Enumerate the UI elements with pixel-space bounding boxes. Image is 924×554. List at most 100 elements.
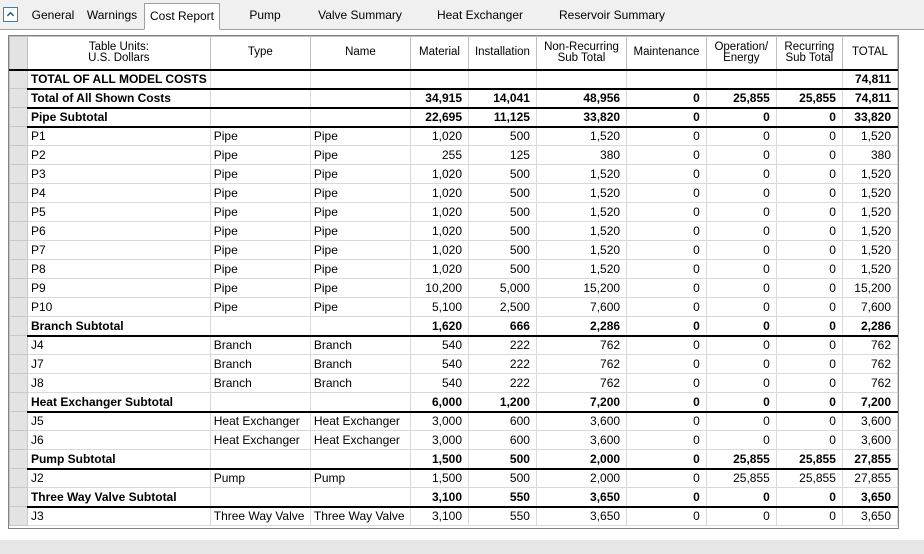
table-row[interactable]: J7 Branch Branch 540 222 762 0 0 0 762 xyxy=(9,354,898,374)
row-selector[interactable] xyxy=(9,506,28,526)
tab-valve-summary[interactable]: Valve Summary xyxy=(318,8,402,22)
table-row[interactable]: J8 Branch Branch 540 222 762 0 0 0 762 xyxy=(9,373,898,393)
table-row[interactable]: J2 Pump Pump 1,500 500 2,000 0 25,855 25,855 27,8… xyxy=(9,468,898,488)
row-selector[interactable] xyxy=(9,107,28,127)
cell-installation: 1,200 xyxy=(468,392,537,413)
table-row[interactable]: P3 Pipe Pipe 1,020 500 1,520 0 0 0 1,520 xyxy=(9,164,898,184)
row-selector[interactable] xyxy=(9,69,28,89)
cell-installation: 500 xyxy=(468,468,537,488)
grand-total-row[interactable]: TOTAL OF ALL MODEL COSTS 74,811 xyxy=(9,68,898,90)
cell-total: 1,520 xyxy=(841,240,898,260)
cell-recurring-subtotal: 0 xyxy=(775,335,843,355)
cell-units: TOTAL OF ALL MODEL COSTS xyxy=(26,68,211,90)
column-header-type[interactable]: Type xyxy=(209,36,311,71)
row-selector[interactable] xyxy=(9,221,28,241)
horizontal-scrollbar[interactable] xyxy=(0,540,924,554)
table-row[interactable]: P1 Pipe Pipe 1,020 500 1,520 0 0 0 1,520 xyxy=(9,126,898,146)
table-row[interactable]: J6 Heat Exchanger Heat Exchanger 3,000 600 3,… xyxy=(9,430,898,450)
table-row[interactable]: P10 Pipe Pipe 5,100 2,500 7,600 0 0 0 7,600 xyxy=(9,297,898,317)
table-row[interactable]: J4 Branch Branch 540 222 762 0 0 0 762 xyxy=(9,335,898,355)
cell-operation-energy: 0 xyxy=(705,430,777,450)
tab-reservoir-summary[interactable]: Reservoir Summary xyxy=(558,8,666,22)
cell-recurring-subtotal: 0 xyxy=(775,316,843,337)
cell-non-recurring-subtotal: 762 xyxy=(535,335,628,355)
cell-type: Pipe xyxy=(209,183,311,203)
subtotal-row[interactable]: Pump Subtotal 1,500 500 2,000 0 25,855 25,855 2… xyxy=(9,449,898,470)
cell-name xyxy=(309,88,412,109)
row-selector[interactable] xyxy=(9,183,28,203)
row-selector[interactable] xyxy=(9,145,28,165)
table-row[interactable]: P7 Pipe Pipe 1,020 500 1,520 0 0 0 1,520 xyxy=(9,240,898,260)
table-row[interactable]: P9 Pipe Pipe 10,200 5,000 15,200 0 0 0 15,200 xyxy=(9,278,898,298)
table-row[interactable]: P5 Pipe Pipe 1,020 500 1,520 0 0 0 1,520 xyxy=(9,202,898,222)
subtotal-row[interactable]: Pipe Subtotal 22,695 11,125 33,820 0 0 0 33,820 xyxy=(9,107,898,128)
column-header-units[interactable]: Table Units: U.S. Dollars xyxy=(26,36,211,71)
table-row[interactable]: J5 Heat Exchanger Heat Exchanger 3,000 600 3,… xyxy=(9,411,898,431)
cell-installation: 5,000 xyxy=(468,278,537,298)
cell-non-recurring-subtotal: 1,520 xyxy=(535,259,628,279)
row-selector[interactable] xyxy=(9,126,28,146)
tab-general[interactable]: General xyxy=(31,8,75,22)
row-selector[interactable] xyxy=(9,259,28,279)
cell-operation-energy: 0 xyxy=(705,240,777,260)
column-header-operation-energy[interactable]: Operation/Energy xyxy=(705,36,777,71)
cell-type: Heat Exchanger xyxy=(209,430,311,450)
tab-heat-exchanger-summary[interactable]: Heat Exchanger Summary xyxy=(436,8,524,43)
row-selector[interactable] xyxy=(9,202,28,222)
column-header-material[interactable]: Material xyxy=(410,36,469,71)
column-header-total[interactable]: TOTAL xyxy=(841,36,898,71)
cell-non-recurring-subtotal: 3,600 xyxy=(535,430,628,450)
row-selector[interactable] xyxy=(9,297,28,317)
cell-non-recurring-subtotal: 3,600 xyxy=(535,411,628,431)
row-selector[interactable] xyxy=(9,373,28,393)
cell-maintenance: 0 xyxy=(626,506,707,526)
tab-pump-summary[interactable]: Pump Summary xyxy=(239,8,290,43)
cell-material: 1,020 xyxy=(410,202,469,222)
cell-material: 10,200 xyxy=(410,278,469,298)
table-row[interactable]: J3 Three Way Valve Three Way Valve 3,100 550… xyxy=(9,506,898,526)
collapse-icon[interactable] xyxy=(3,7,18,22)
subtotal-row[interactable]: Heat Exchanger Subtotal 6,000 1,200 7,200 0 0… xyxy=(9,392,898,413)
row-selector[interactable] xyxy=(9,88,28,108)
row-selector[interactable] xyxy=(9,449,28,469)
row-selector[interactable] xyxy=(9,468,28,488)
cell-units: J2 xyxy=(26,468,211,488)
row-selector[interactable] xyxy=(9,316,28,336)
cell-units: P6 xyxy=(26,221,211,241)
row-selector[interactable] xyxy=(9,354,28,374)
tab-warnings[interactable]: Warnings xyxy=(86,8,138,22)
row-selector[interactable] xyxy=(9,430,28,450)
subtotal-row[interactable]: Branch Subtotal 1,620 666 2,286 0 0 0 2,286 xyxy=(9,316,898,337)
cell-recurring-subtotal xyxy=(775,68,843,90)
row-selector[interactable] xyxy=(9,487,28,507)
row-selector[interactable] xyxy=(9,164,28,184)
tab-cost-report[interactable]: Cost Report xyxy=(144,3,220,30)
row-selector[interactable] xyxy=(9,335,28,355)
column-header-name[interactable]: Name xyxy=(309,36,412,71)
cell-units: J8 xyxy=(26,373,211,393)
row-selector[interactable] xyxy=(9,392,28,412)
cell-name: Pipe xyxy=(309,297,412,317)
column-header-installation[interactable]: Installation xyxy=(468,36,537,71)
column-header-maintenance[interactable]: Maintenance xyxy=(626,36,707,71)
column-header-non-recurring-subtotal[interactable]: Non-Recurring Sub Total xyxy=(535,36,628,71)
cell-name: Pipe xyxy=(309,259,412,279)
cell-material: 540 xyxy=(410,373,469,393)
row-selector[interactable] xyxy=(9,278,28,298)
table-row[interactable]: P4 Pipe Pipe 1,020 500 1,520 0 0 0 1,520 xyxy=(9,183,898,203)
row-selector[interactable] xyxy=(9,240,28,260)
cell-total: 27,855 xyxy=(841,449,898,470)
column-header-recurring-subtotal[interactable]: Recurring Sub Total xyxy=(775,36,843,71)
row-selector-header[interactable] xyxy=(9,36,28,71)
cell-units: Pipe Subtotal xyxy=(26,107,211,128)
cell-operation-energy: 0 xyxy=(705,221,777,241)
cell-installation: 500 xyxy=(468,240,537,260)
subtotal-row[interactable]: Total of All Shown Costs 34,915 14,041 48,9… xyxy=(9,88,898,109)
table-row[interactable]: P8 Pipe Pipe 1,020 500 1,520 0 0 0 1,520 xyxy=(9,259,898,279)
cell-total: 762 xyxy=(841,354,898,374)
subtotal-row[interactable]: Three Way Valve Subtotal 3,100 550 3,650 0 0 0… xyxy=(9,487,898,508)
cell-non-recurring-subtotal: 2,000 xyxy=(535,468,628,488)
table-row[interactable]: P6 Pipe Pipe 1,020 500 1,520 0 0 0 1,520 xyxy=(9,221,898,241)
row-selector[interactable] xyxy=(9,411,28,431)
table-row[interactable]: P2 Pipe Pipe 255 125 380 0 0 0 380 xyxy=(9,145,898,165)
